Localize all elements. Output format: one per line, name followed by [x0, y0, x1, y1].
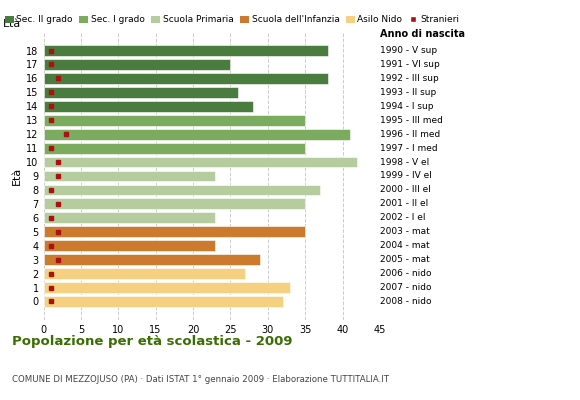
- Text: 1994 - I sup: 1994 - I sup: [380, 102, 433, 111]
- Text: 1990 - V sup: 1990 - V sup: [380, 46, 437, 55]
- Text: 1997 - I med: 1997 - I med: [380, 144, 437, 153]
- Text: 2000 - III el: 2000 - III el: [380, 186, 431, 194]
- Text: 2002 - I el: 2002 - I el: [380, 213, 425, 222]
- Bar: [44, 101, 253, 112]
- Text: 1998 - V el: 1998 - V el: [380, 158, 429, 166]
- Bar: [44, 240, 215, 251]
- Text: 2004 - mat: 2004 - mat: [380, 241, 430, 250]
- Y-axis label: Età: Età: [12, 167, 22, 185]
- Text: 2007 - nido: 2007 - nido: [380, 283, 432, 292]
- Text: COMUNE DI MEZZOJUSO (PA) · Dati ISTAT 1° gennaio 2009 · Elaborazione TUTTITALIA.: COMUNE DI MEZZOJUSO (PA) · Dati ISTAT 1°…: [12, 375, 389, 384]
- Text: 2008 - nido: 2008 - nido: [380, 297, 432, 306]
- Text: 1996 - II med: 1996 - II med: [380, 130, 440, 139]
- Bar: [44, 73, 328, 84]
- Bar: [44, 212, 215, 223]
- Text: 2005 - mat: 2005 - mat: [380, 255, 430, 264]
- Text: Età: Età: [3, 19, 21, 29]
- Text: 1992 - III sup: 1992 - III sup: [380, 74, 438, 83]
- Text: 1991 - VI sup: 1991 - VI sup: [380, 60, 440, 69]
- Bar: [44, 59, 230, 70]
- Text: Popolazione per età scolastica - 2009: Popolazione per età scolastica - 2009: [12, 335, 292, 348]
- Text: 1993 - II sup: 1993 - II sup: [380, 88, 436, 97]
- Legend: Sec. II grado, Sec. I grado, Scuola Primaria, Scuola dell'Infanzia, Asilo Nido, : Sec. II grado, Sec. I grado, Scuola Prim…: [5, 16, 459, 24]
- Bar: [44, 184, 320, 195]
- Text: 1999 - IV el: 1999 - IV el: [380, 172, 432, 180]
- Bar: [44, 198, 305, 209]
- Bar: [44, 296, 282, 307]
- Bar: [44, 268, 245, 279]
- Bar: [44, 157, 357, 168]
- Text: Anno di nascita: Anno di nascita: [380, 29, 465, 39]
- Bar: [44, 282, 290, 293]
- Bar: [44, 226, 305, 237]
- Bar: [44, 115, 305, 126]
- Bar: [44, 254, 260, 265]
- Text: 1995 - III med: 1995 - III med: [380, 116, 443, 125]
- Text: 2001 - II el: 2001 - II el: [380, 199, 428, 208]
- Text: 2003 - mat: 2003 - mat: [380, 227, 430, 236]
- Bar: [44, 129, 350, 140]
- Text: 2006 - nido: 2006 - nido: [380, 269, 432, 278]
- Bar: [44, 170, 215, 182]
- Bar: [44, 45, 328, 56]
- Bar: [44, 87, 238, 98]
- Bar: [44, 143, 305, 154]
